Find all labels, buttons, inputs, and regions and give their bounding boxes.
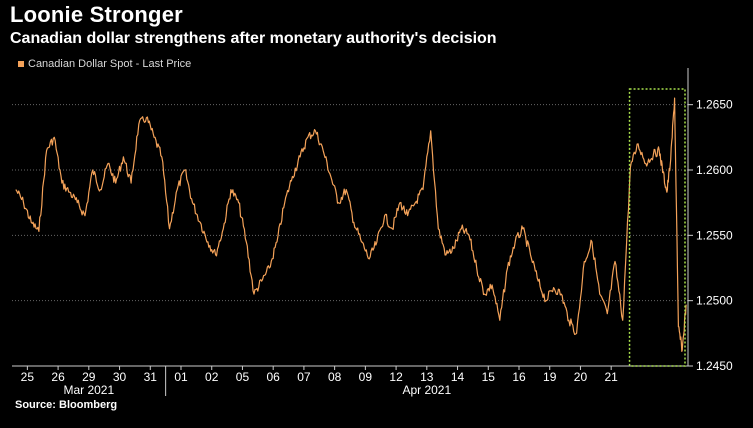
x-tick-label: 05 [236, 370, 250, 384]
x-tick-label: 26 [51, 370, 65, 384]
x-tick-label: 01 [174, 370, 188, 384]
y-tick-label: 1.2650 [696, 98, 733, 112]
x-tick-label: 31 [144, 370, 158, 384]
y-tick-label: 1.2450 [696, 359, 733, 373]
source-note: Source: Bloomberg [15, 399, 117, 411]
y-tick-label: 1.2550 [696, 228, 733, 242]
x-tick-label: 08 [328, 370, 342, 384]
chart-svg: 1.2450 1.2500 1.2550 1.2600 1.2650 25 26 29 30 3… [0, 0, 753, 428]
price-series-line [16, 98, 686, 351]
x-group-label: Mar 2021 [63, 383, 114, 397]
x-tick-label: 09 [359, 370, 373, 384]
x-tick-label: 29 [82, 370, 96, 384]
x-tick-label: 13 [420, 370, 434, 384]
x-tick-label: 06 [267, 370, 281, 384]
x-tick-label: 12 [389, 370, 403, 384]
y-tick-label: 1.2500 [696, 294, 733, 308]
x-tick-label: 07 [297, 370, 311, 384]
x-group-label: Apr 2021 [402, 383, 451, 397]
x-tick-label: 16 [512, 370, 526, 384]
x-tick-label: 19 [543, 370, 557, 384]
x-tick-label: 21 [605, 370, 619, 384]
x-tick-label: 30 [113, 370, 127, 384]
x-tick-label: 20 [574, 370, 588, 384]
series-layer [16, 98, 686, 351]
x-tick-labels: 25 26 29 30 31 01 02 05 06 07 08 09 12 13 14 15 16 19 20 21… [21, 370, 618, 397]
gridlines [12, 105, 688, 366]
y-tick-labels: 1.2450 1.2500 1.2550 1.2600 1.2650 [696, 98, 733, 373]
x-tick-label: 14 [451, 370, 465, 384]
x-tick-label: 02 [205, 370, 219, 384]
y-tick-label: 1.2600 [696, 163, 733, 177]
x-tick-label: 25 [21, 370, 35, 384]
axes [12, 68, 693, 396]
x-tick-label: 15 [482, 370, 496, 384]
